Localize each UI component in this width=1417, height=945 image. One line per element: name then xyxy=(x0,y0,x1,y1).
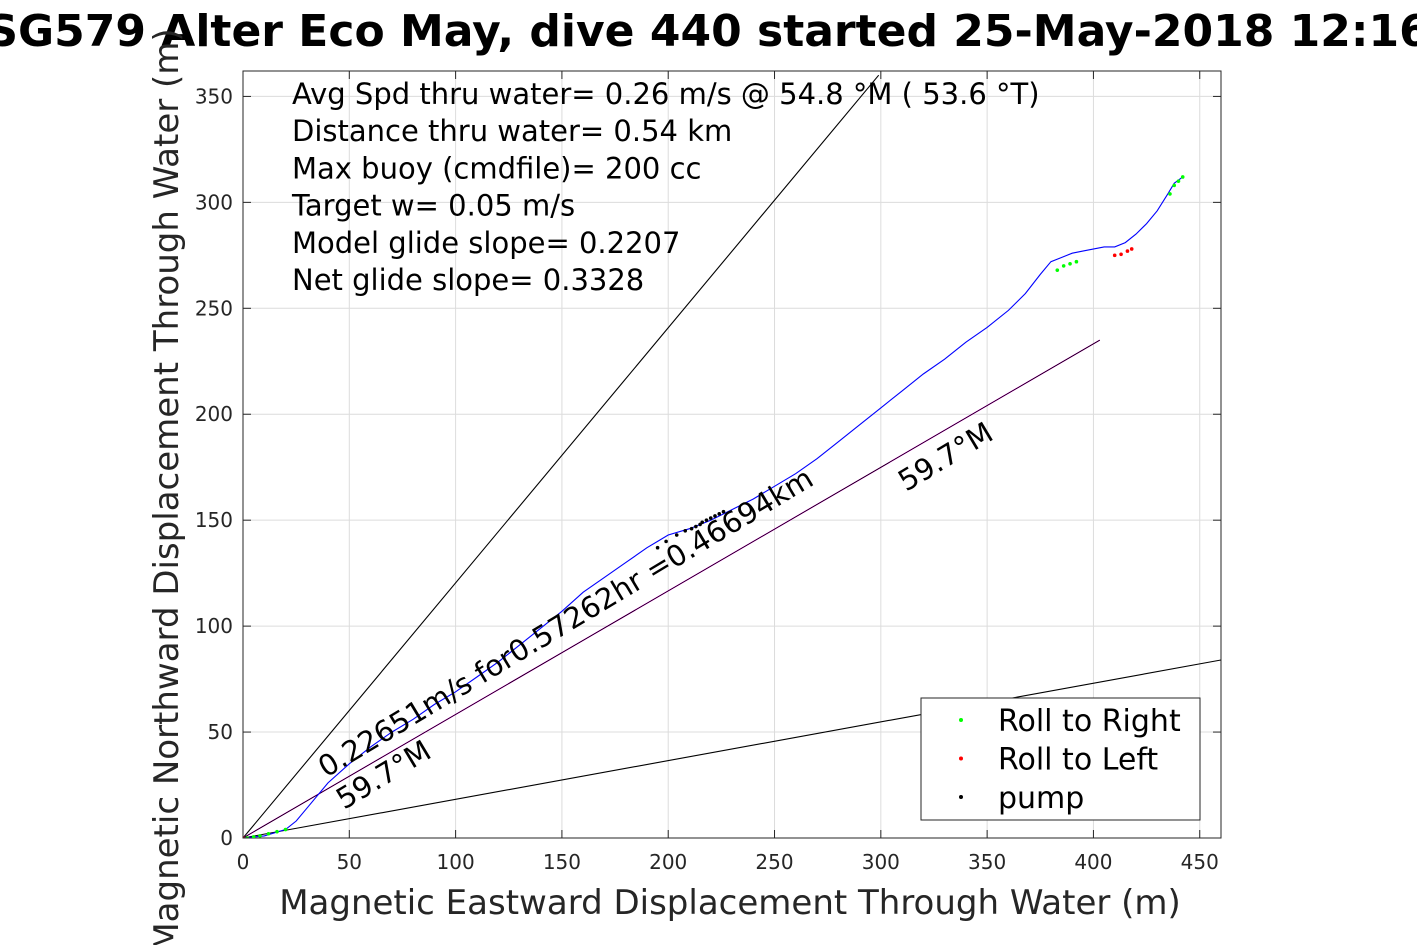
x-tick-label: 450 xyxy=(1181,850,1219,874)
point-roll-to-right xyxy=(1068,262,1072,266)
point-pump xyxy=(717,512,722,516)
series-layer xyxy=(243,74,1221,838)
point-roll-to-left xyxy=(1129,247,1134,251)
chart-title: SG579 Alter Eco May, dive 440 started 25… xyxy=(0,6,1417,57)
stat-line: Target w= 0.05 m/s xyxy=(291,189,575,223)
x-tick-label: 400 xyxy=(1074,850,1112,874)
point-pump xyxy=(713,514,717,518)
stat-line: Max buoy (cmdfile)= 200 cc xyxy=(292,151,701,185)
point-roll-to-right xyxy=(1055,268,1060,272)
legend-marker xyxy=(959,756,963,761)
y-tick-label: 50 xyxy=(208,720,233,744)
point-pump xyxy=(674,533,679,537)
point-pump xyxy=(689,526,694,531)
series-line-heading-upper xyxy=(243,74,880,838)
point-roll-to-right xyxy=(275,829,279,834)
point-roll-to-right xyxy=(266,831,271,836)
point-pump xyxy=(655,545,660,550)
legend-label: pump xyxy=(998,781,1084,816)
x-tick-label: 150 xyxy=(543,850,581,874)
series-line-track xyxy=(243,176,1184,838)
point-roll-to-right xyxy=(1172,183,1177,188)
point-roll-to-right xyxy=(1061,264,1066,268)
x-axis-label: Magnetic Eastward Displacement Through W… xyxy=(279,883,1181,923)
series-line-heading-lower xyxy=(243,659,1221,838)
legend-marker xyxy=(959,718,963,722)
point-pump xyxy=(664,539,668,544)
y-tick-label: 350 xyxy=(195,84,233,108)
point-roll-to-left xyxy=(1112,253,1117,258)
point-pump xyxy=(704,518,709,522)
y-tick-label: 100 xyxy=(195,614,233,638)
x-axis: 0 50 100 150 200 250 300 350 400 450 xyxy=(237,71,1219,874)
x-tick-label: 0 xyxy=(237,850,250,874)
stat-line: Avg Spd thru water= 0.26 m/s @ 54.8 °M (… xyxy=(292,77,1040,111)
point-roll-to-left xyxy=(1125,249,1130,253)
stat-line: Net glide slope= 0.3328 xyxy=(292,263,644,297)
point-pump xyxy=(683,528,688,533)
x-tick-label: 50 xyxy=(337,850,362,874)
point-pump xyxy=(708,516,713,520)
point-roll-to-left xyxy=(1119,252,1123,257)
point-roll-to-right xyxy=(1074,259,1079,264)
stat-line: Distance thru water= 0.54 km xyxy=(292,114,732,148)
y-tick-label: 250 xyxy=(195,296,233,320)
stat-line: Model glide slope= 0.2207 xyxy=(292,226,680,260)
x-tick-label: 250 xyxy=(755,850,793,874)
point-roll-to-right xyxy=(258,834,262,838)
dive-stats: Avg Spd thru water= 0.26 m/s @ 54.8 °M (… xyxy=(291,77,1040,297)
y-axis-label: Magnetic Northward Displacement Through … xyxy=(147,28,187,945)
x-tick-label: 100 xyxy=(437,850,475,874)
y-axis: 0 50 100 150 200 250 300 350 xyxy=(195,84,1221,850)
series-line-net xyxy=(243,339,1101,838)
y-tick-label: 0 xyxy=(220,826,233,850)
x-tick-label: 350 xyxy=(968,850,1006,874)
point-pump xyxy=(721,509,726,514)
plot-area xyxy=(242,70,1222,839)
legend-label: Roll to Left xyxy=(998,743,1158,778)
point-roll-to-right xyxy=(1168,192,1172,196)
axes-box xyxy=(242,70,1222,839)
point-roll-to-right xyxy=(251,835,256,838)
point-pump xyxy=(700,520,705,525)
legend-box xyxy=(920,697,1201,821)
y-tick-label: 200 xyxy=(195,402,233,426)
x-tick-label: 200 xyxy=(649,850,687,874)
point-roll-to-right xyxy=(283,827,288,832)
y-tick-label: 300 xyxy=(195,190,233,214)
legend-marker xyxy=(959,795,963,799)
point-roll-to-right xyxy=(1180,175,1185,179)
point-pump xyxy=(694,524,698,529)
y-tick-label: 150 xyxy=(195,508,233,532)
x-tick-label: 300 xyxy=(862,850,900,874)
legend-label: Roll to Right xyxy=(998,704,1181,739)
point-roll-to-right xyxy=(1176,179,1181,183)
